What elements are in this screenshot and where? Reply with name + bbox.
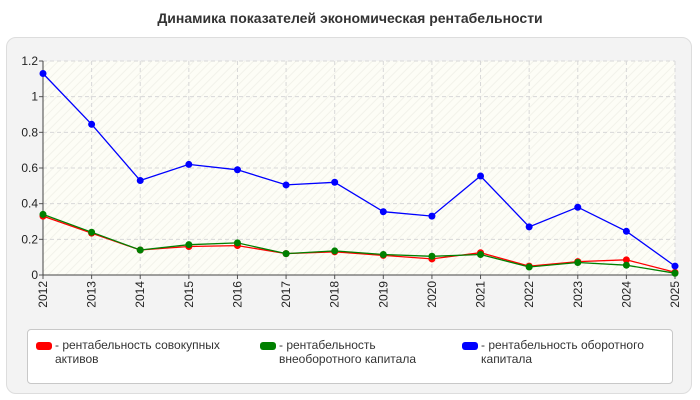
data-point xyxy=(477,172,485,180)
y-tick-label: 0.8 xyxy=(21,125,38,139)
legend-swatch-red xyxy=(36,342,52,350)
legend-label: - рентабельность внеоборотного капитала xyxy=(279,338,416,366)
data-point xyxy=(379,250,387,258)
data-point xyxy=(185,160,193,168)
data-point xyxy=(282,181,290,189)
data-point xyxy=(282,250,290,258)
x-tick-label: 2018 xyxy=(328,281,342,308)
legend-item-working-capital: - рентабельность оборотного капитала xyxy=(462,338,667,366)
data-point xyxy=(88,120,96,128)
data-point xyxy=(622,261,630,269)
legend-label: - рентабельность совокупных активов xyxy=(55,338,220,366)
x-tick-label: 2019 xyxy=(376,281,390,308)
data-point xyxy=(428,212,436,220)
y-tick-label: 0.6 xyxy=(21,161,38,175)
data-point xyxy=(88,228,96,236)
x-tick-label: 2014 xyxy=(133,281,147,308)
y-tick-label: 0.2 xyxy=(21,232,38,246)
x-tick-label: 2022 xyxy=(522,281,536,308)
data-point xyxy=(39,69,47,77)
legend-item-noncurrent-capital: - рентабельность внеоборотного капитала xyxy=(260,338,450,366)
x-tick-label: 2017 xyxy=(279,281,293,308)
x-tick-label: 2024 xyxy=(619,281,633,308)
data-point xyxy=(39,210,47,218)
data-point xyxy=(331,247,339,255)
data-point xyxy=(136,246,144,254)
legend-swatch-blue xyxy=(462,342,478,350)
data-point xyxy=(477,250,485,258)
x-tick-label: 2020 xyxy=(425,281,439,308)
data-point xyxy=(233,239,241,247)
series-1 xyxy=(39,210,679,277)
data-point xyxy=(331,178,339,186)
x-tick-label: 2012 xyxy=(36,281,50,308)
x-tick-label: 2023 xyxy=(571,281,585,308)
data-point xyxy=(379,208,387,216)
series-2 xyxy=(39,69,679,270)
legend-label: - рентабельность оборотного капитала xyxy=(481,338,644,366)
data-point xyxy=(233,166,241,174)
data-point xyxy=(671,262,679,270)
y-tick-label: 1 xyxy=(31,90,38,104)
legend: - рентабельность совокупных активов - ре… xyxy=(27,329,673,384)
data-point xyxy=(622,256,630,264)
series-line xyxy=(42,73,676,267)
y-tick-label: 1.2 xyxy=(21,54,38,68)
x-tick-label: 2016 xyxy=(230,281,244,308)
data-point xyxy=(574,203,582,211)
data-point xyxy=(525,223,533,231)
y-tick-label: 0.4 xyxy=(21,197,38,211)
series-line xyxy=(42,213,676,274)
x-tick-label: 2021 xyxy=(474,281,488,308)
data-point xyxy=(136,176,144,184)
data-point xyxy=(525,263,533,271)
x-tick-label: 2013 xyxy=(85,281,99,308)
legend-swatch-green xyxy=(260,342,276,350)
x-tick-label: 2025 xyxy=(668,281,682,308)
legend-item-total-assets: - рентабельность совокупных активов xyxy=(36,338,246,366)
data-point xyxy=(574,259,582,267)
data-point xyxy=(185,241,193,249)
data-point xyxy=(622,227,630,235)
y-tick-label: 0 xyxy=(31,268,38,282)
chart-title: Динамика показателей экономическая рента… xyxy=(157,10,543,26)
data-point xyxy=(671,269,679,277)
x-tick-label: 2015 xyxy=(182,281,196,308)
data-point xyxy=(428,252,436,260)
